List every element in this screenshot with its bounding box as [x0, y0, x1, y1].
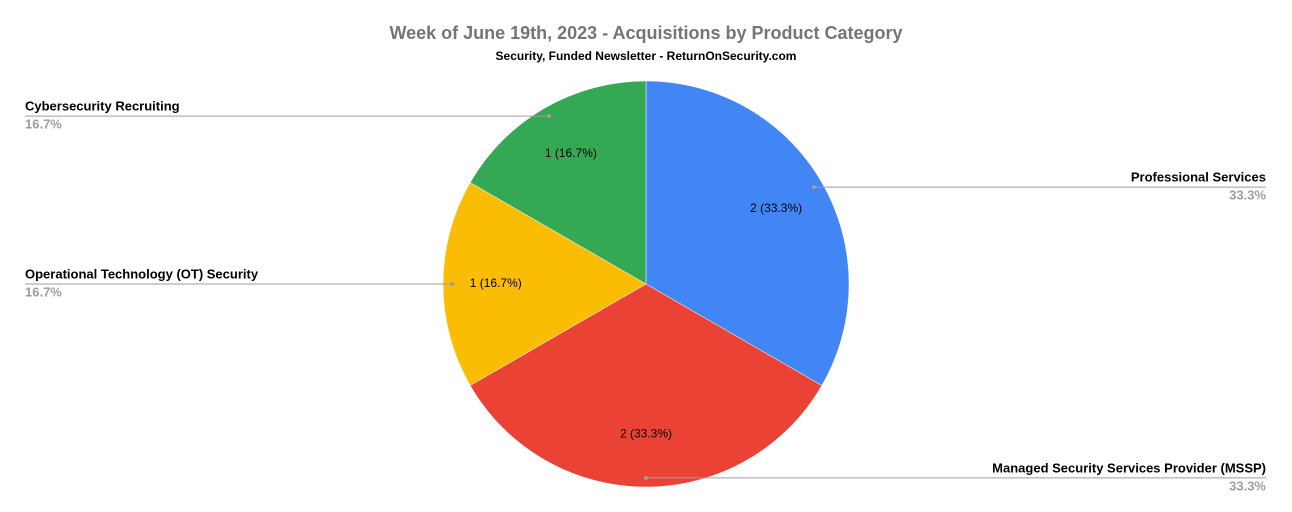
- slice-label: 2 (33.3%): [750, 201, 802, 215]
- legend-percent: 33.3%: [1229, 478, 1266, 493]
- chart-subtitle: Security, Funded Newsletter - ReturnOnSe…: [496, 49, 797, 63]
- legend-label: Professional Services: [1131, 170, 1266, 185]
- slice-label: 2 (33.3%): [620, 426, 672, 440]
- leader-dot: [811, 185, 816, 190]
- legend-label: Operational Technology (OT) Security: [25, 266, 259, 281]
- pie-slice: [469, 283, 823, 488]
- slice-label: 1 (16.7%): [545, 146, 597, 160]
- chart-title: Week of June 19th, 2023 - Acquisitions b…: [389, 23, 902, 43]
- leader-dot: [450, 282, 455, 286]
- legend-label: Managed Security Services Provider (MSSP…: [992, 460, 1266, 475]
- legend-label: Cybersecurity Recruiting: [25, 99, 180, 114]
- slice-label: 1 (16.7%): [470, 276, 522, 290]
- leader-dot: [644, 475, 648, 480]
- legend-percent: 16.7%: [25, 284, 62, 299]
- pie-slice: [645, 80, 850, 386]
- legend-percent: 33.3%: [1229, 188, 1266, 203]
- leader-dot: [547, 114, 552, 119]
- legend-percent: 16.7%: [25, 117, 62, 132]
- pie-slice: [469, 80, 647, 285]
